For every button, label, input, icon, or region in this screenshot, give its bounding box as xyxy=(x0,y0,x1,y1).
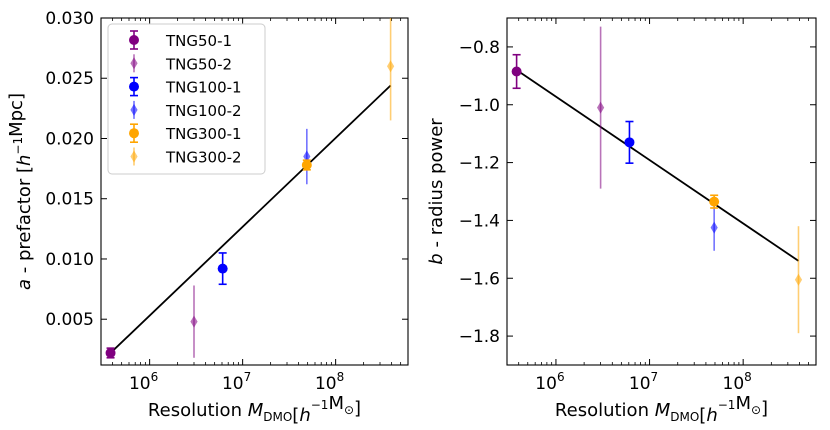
y-tick-label: 0.005 xyxy=(45,310,94,330)
legend-marker xyxy=(130,103,138,116)
x-tick-label: 107 xyxy=(222,370,251,394)
data-point-tng300-1 xyxy=(301,159,312,170)
y-tick-label: −1.2 xyxy=(459,154,500,174)
fit-line xyxy=(109,84,392,354)
x-axis-label: Resolution MDMO[h−1M⊙] xyxy=(555,393,768,426)
legend-marker xyxy=(129,81,139,92)
legend-marker xyxy=(130,57,138,70)
legend-entry-tng100-2: TNG100-2 xyxy=(130,100,242,120)
data-point-tng100-1 xyxy=(217,263,228,274)
series-tng300-2 xyxy=(794,226,803,334)
y-tick-label: 0.015 xyxy=(45,190,94,210)
y-axis-label: a - prefactor [h−1Mpc] xyxy=(6,93,35,290)
data-point-tng300-2 xyxy=(387,60,395,73)
y-tick-label: 0.010 xyxy=(45,250,94,270)
x-minor-ticks xyxy=(100,18,409,365)
series-tng100-2 xyxy=(303,128,311,185)
legend-label: TNG300-2 xyxy=(165,149,242,167)
y-tick-label: 0.025 xyxy=(45,69,94,89)
legend-label: TNG100-1 xyxy=(165,79,242,97)
legend-marker xyxy=(130,150,138,163)
series-tng50-2 xyxy=(597,26,605,189)
data-point-tng50-2 xyxy=(597,101,605,114)
series-tng50-2 xyxy=(190,285,198,358)
axes-frame xyxy=(506,17,817,366)
y-tick-label: −1.8 xyxy=(459,327,500,347)
x-tick-label: 108 xyxy=(723,370,752,394)
data-point-tng50-2 xyxy=(190,315,198,328)
series-tng300-2 xyxy=(387,18,395,121)
series-tng100-2 xyxy=(710,204,718,251)
legend-label: TNG50-1 xyxy=(165,32,232,50)
x-minor-ticks xyxy=(506,18,817,365)
legend-label: TNG50-2 xyxy=(165,55,232,73)
series-tng300-1 xyxy=(301,159,312,171)
series-tng50-1 xyxy=(105,347,116,359)
x-tick-label: 107 xyxy=(629,370,658,394)
legend-marker xyxy=(129,128,139,139)
legend-label: TNG100-2 xyxy=(165,102,242,120)
legend-entry-tng100-1: TNG100-1 xyxy=(129,76,242,97)
data-point-tng50-1 xyxy=(511,66,522,77)
data-point-tng50-1 xyxy=(105,347,116,358)
legend-frame xyxy=(107,23,266,175)
y-tick-label: −1.6 xyxy=(459,269,500,289)
legend-entry-tng300-2: TNG300-2 xyxy=(130,147,242,167)
legend-entry-tng50-2: TNG50-2 xyxy=(130,54,232,73)
x-axis-label: Resolution MDMO[h−1M⊙] xyxy=(148,393,361,426)
series-tng300-1 xyxy=(709,194,720,209)
y-axis-label: b - radius power xyxy=(426,118,447,265)
x-tick-label: 108 xyxy=(315,370,344,394)
fit-line xyxy=(516,69,799,262)
y-tick-label: −1.0 xyxy=(459,96,500,116)
series-tng100-1 xyxy=(217,252,228,286)
x-tick-label: 106 xyxy=(535,370,564,394)
data-point-tng100-2 xyxy=(710,221,718,234)
y-tick-label: −1.4 xyxy=(459,211,500,231)
x-tick-label: 106 xyxy=(129,370,158,394)
legend: TNG50-1 TNG50-2 TNG100-1 TNG100-2 TNG300-1 TN… xyxy=(107,23,266,175)
series-tng50-1 xyxy=(511,53,522,90)
y-tick-label: 0.020 xyxy=(45,129,94,149)
y-tick-label: 0.030 xyxy=(45,9,94,29)
series-tng100-1 xyxy=(624,120,635,164)
legend-entry-tng300-1: TNG300-1 xyxy=(129,123,242,143)
legend-marker xyxy=(129,35,139,45)
axes-frame xyxy=(100,17,409,366)
data-point-tng300-2 xyxy=(794,273,803,286)
legend-label: TNG300-1 xyxy=(165,125,242,143)
data-point-tng100-1 xyxy=(624,137,635,148)
left-panel-prefactor: 106 107 108 0.005 0.010 0.015 0.020 0.025 0.030 R… xyxy=(6,9,409,426)
y-tick-label: −0.8 xyxy=(459,38,500,58)
right-panel-radius-power: 106 107 108 −1.8 −1.6 −1.4 −1.2 −1.0 −0.8 Resolut… xyxy=(426,17,817,426)
legend-entry-tng50-1: TNG50-1 xyxy=(129,30,232,50)
data-point-tng300-1 xyxy=(709,196,720,207)
